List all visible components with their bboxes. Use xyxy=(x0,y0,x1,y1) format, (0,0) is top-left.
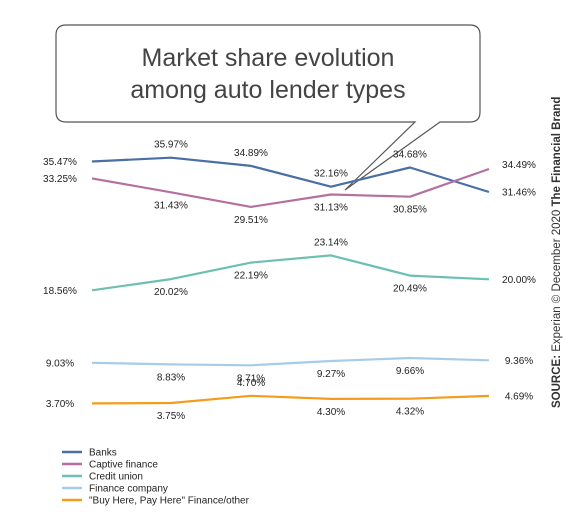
data-label-banks-3: 32.16% xyxy=(314,169,348,180)
data-label-credit-union-3: 23.14% xyxy=(314,237,348,248)
data-label-credit-union-4: 20.49% xyxy=(393,284,427,295)
source-text: Experian © December 2020 xyxy=(551,207,563,355)
title-callout: Market share evolution among auto lender… xyxy=(55,24,481,191)
legend-label-buy-here-pay-here-finance-other: "Buy Here, Pay Here" Finance/other xyxy=(89,496,250,507)
data-label-finance-company-1: 8.83% xyxy=(157,372,185,383)
callout-bubble xyxy=(55,24,481,191)
data-label-captive-finance-3: 31.13% xyxy=(314,203,348,214)
data-label-credit-union-2: 22.19% xyxy=(234,271,268,282)
data-label-captive-finance-0: 33.25% xyxy=(43,174,77,185)
data-label-credit-union-5: 20.00% xyxy=(502,275,536,286)
source-label: SOURCE: xyxy=(551,355,563,408)
legend-label-credit-union: Credit union xyxy=(89,472,143,483)
data-label-buy-here-pay-here-finance-other-0: 3.70% xyxy=(46,399,74,410)
series-line-captive-finance xyxy=(91,167,490,208)
data-label-buy-here-pay-here-finance-other-2: 4.70% xyxy=(237,378,265,389)
data-label-buy-here-pay-here-finance-other-4: 4.32% xyxy=(396,407,424,418)
data-label-captive-finance-1: 31.43% xyxy=(154,200,188,211)
data-label-banks-4: 34.68% xyxy=(393,150,427,161)
data-label-captive-finance-5: 34.49% xyxy=(502,160,536,171)
data-label-finance-company-0: 9.03% xyxy=(46,358,74,369)
series-line-credit-union xyxy=(91,254,490,292)
data-label-buy-here-pay-here-finance-other-5: 4.69% xyxy=(505,391,533,402)
source-note: SOURCE: Experian © December 2020 The Fin… xyxy=(551,97,563,408)
data-labels-layer: 35.47% 35.97% 34.89% 32.16% 34.68% 31.46% 33.2… xyxy=(43,140,536,422)
legend-label-captive-finance: Captive finance xyxy=(89,460,158,471)
data-label-buy-here-pay-here-finance-other-1: 3.75% xyxy=(157,411,185,422)
data-label-captive-finance-4: 30.85% xyxy=(393,205,427,216)
data-label-finance-company-3: 9.27% xyxy=(317,369,345,380)
data-label-credit-union-0: 18.56% xyxy=(43,286,77,297)
data-label-finance-company-5: 9.36% xyxy=(505,356,533,367)
data-label-buy-here-pay-here-finance-other-3: 4.30% xyxy=(317,407,345,418)
data-label-credit-union-1: 20.02% xyxy=(154,287,188,298)
chart-title-line-1: Market share evolution xyxy=(142,44,395,72)
data-label-captive-finance-2: 29.51% xyxy=(234,215,268,226)
data-label-banks-2: 34.89% xyxy=(234,148,268,159)
data-label-finance-company-2: 8.71% xyxy=(237,373,265,384)
legend-label-finance-company: Finance company xyxy=(89,484,168,495)
data-label-finance-company-4: 9.66% xyxy=(396,366,424,377)
data-label-banks-0: 35.47% xyxy=(43,157,77,168)
series-line-finance-company xyxy=(91,356,490,367)
source-brand: The Financial Brand xyxy=(551,97,563,207)
series-line-buy-here-pay-here-finance-other xyxy=(91,394,490,405)
series-line-banks xyxy=(91,156,490,194)
data-label-banks-5: 31.46% xyxy=(502,188,536,199)
chart-title-line-2: among auto lender types xyxy=(130,76,405,104)
data-label-banks-1: 35.97% xyxy=(154,140,188,151)
legend-label-banks: Banks xyxy=(89,448,117,459)
series-layer xyxy=(91,156,490,405)
